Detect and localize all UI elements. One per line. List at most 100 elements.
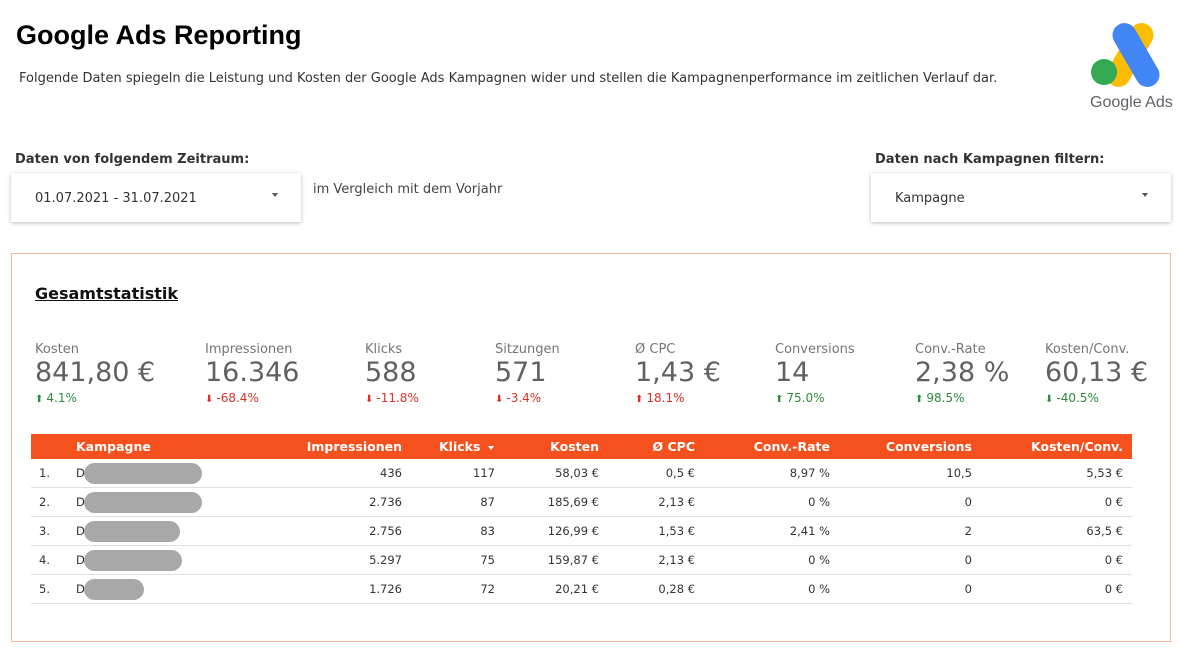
page-title: Google Ads Reporting xyxy=(16,20,302,50)
cell-clicks: 75 xyxy=(480,553,495,567)
cell-conversions: 0 xyxy=(964,495,972,509)
cell-cost: 159,87 € xyxy=(547,553,599,567)
cell-conv-rate: 8,97 % xyxy=(789,466,830,480)
kpi-label: Kosten xyxy=(35,342,79,357)
column-header-clicks[interactable]: Klicks xyxy=(439,434,495,459)
cell-cpc: 1,53 € xyxy=(658,524,695,538)
kpi-conv-rate: Conv.-Rate 2,38 % ⬆ 98.5% xyxy=(915,342,1009,405)
cell-impressions: 2.736 xyxy=(369,495,402,509)
row-index: 5. xyxy=(39,582,50,596)
column-header-conversions[interactable]: Conversions xyxy=(885,439,972,454)
kpi-impressions: Impressionen 16.346 ⬇ -68.4% xyxy=(205,342,299,405)
cell-impressions: 1.726 xyxy=(369,582,402,596)
table-row[interactable]: 2. D 2.736 87 185,69 € 2,13 € 0 % 0 0 € xyxy=(31,488,1132,517)
overall-stats-panel: Gesamtstatistik Kosten 841,80 € ⬆ 4.1% Im… xyxy=(11,253,1171,642)
kpi-delta: ⬇ -40.5% xyxy=(1045,391,1099,405)
cell-cost: 126,99 € xyxy=(547,524,599,538)
row-index: 2. xyxy=(39,495,50,509)
arrow-down-icon: ⬇ xyxy=(1045,394,1054,405)
page-subtitle: Folgende Daten spiegeln die Leistung und… xyxy=(19,71,998,86)
arrow-down-icon: ⬇ xyxy=(205,394,214,405)
campaign-name: D xyxy=(76,524,85,538)
kpi-value: 841,80 € xyxy=(35,357,156,388)
redaction-blur xyxy=(84,550,182,571)
campaign-table: Kampagne Impressionen Klicks Kosten Ø CP… xyxy=(31,434,1132,604)
kpi-delta: ⬆ 75.0% xyxy=(775,391,825,405)
column-header-cost[interactable]: Kosten xyxy=(550,439,599,454)
kpi-value: 2,38 % xyxy=(915,357,1010,388)
kpi-delta: ⬇ -3.4% xyxy=(495,391,542,405)
campaign-name: D xyxy=(76,495,85,509)
kpi-value: 1,43 € xyxy=(635,357,721,388)
kpi-delta: ⬆ 4.1% xyxy=(35,391,77,405)
cell-cpc: 2,13 € xyxy=(658,495,695,509)
cell-conv-rate: 2,41 % xyxy=(789,524,830,538)
cell-impressions: 5.297 xyxy=(369,553,402,567)
kpi-value: 571 xyxy=(495,357,547,388)
cell-conv-rate: 0 % xyxy=(808,495,830,509)
google-ads-logo-text: Google Ads xyxy=(1090,94,1173,111)
column-header-cost-per-conversion[interactable]: Kosten/Conv. xyxy=(1031,439,1123,454)
cell-cost: 185,69 € xyxy=(547,495,599,509)
redaction-blur xyxy=(84,492,202,513)
column-header-conv-rate[interactable]: Conv.-Rate xyxy=(753,439,830,454)
campaign-name: D xyxy=(76,466,85,480)
cell-conversions: 0 xyxy=(964,582,972,596)
arrow-up-icon: ⬆ xyxy=(635,394,644,405)
cell-cost: 58,03 € xyxy=(555,466,599,480)
arrow-down-icon: ⬇ xyxy=(495,394,504,405)
row-index: 1. xyxy=(39,466,50,480)
comparison-text: im Vergleich mit dem Vorjahr xyxy=(313,182,503,197)
table-row[interactable]: 4. D 5.297 75 159,87 € 2,13 € 0 % 0 0 € xyxy=(31,546,1132,575)
kpi-delta: ⬇ -11.8% xyxy=(365,391,419,405)
redaction-blur xyxy=(84,521,180,542)
kpi-label: Conversions xyxy=(775,342,855,357)
panel-title: Gesamtstatistik xyxy=(35,284,179,303)
kpi-value: 16.346 xyxy=(205,357,300,388)
chevron-down-icon xyxy=(1142,193,1148,197)
date-range-dropdown[interactable]: 01.07.2021 - 31.07.2021 xyxy=(11,173,301,222)
column-header-impressions[interactable]: Impressionen xyxy=(306,439,402,454)
table-row[interactable]: 3. D 2.756 83 126,99 € 1,53 € 2,41 % 2 6… xyxy=(31,517,1132,546)
campaign-filter-dropdown[interactable]: Kampagne xyxy=(871,173,1171,222)
cell-conv-rate: 0 % xyxy=(808,553,830,567)
table-row[interactable]: 5. D 1.726 72 20,21 € 0,28 € 0 % 0 0 € xyxy=(31,575,1132,604)
kpi-cpc: Ø CPC 1,43 € ⬆ 18.1% xyxy=(635,342,721,405)
cell-cpc: 0,28 € xyxy=(658,582,695,596)
row-index: 4. xyxy=(39,553,50,567)
cell-cost-per-conversion: 0 € xyxy=(1104,582,1123,596)
cell-cost-per-conversion: 63,5 € xyxy=(1086,524,1123,538)
date-range-label: Daten von folgendem Zeitraum: xyxy=(15,152,250,167)
cell-impressions: 436 xyxy=(380,466,402,480)
date-range-value: 01.07.2021 - 31.07.2021 xyxy=(35,191,197,206)
kpi-label: Klicks xyxy=(365,342,403,357)
arrow-up-icon: ⬆ xyxy=(915,394,924,405)
kpi-clicks: Klicks 588 ⬇ -11.8% xyxy=(365,342,419,405)
cell-cpc: 2,13 € xyxy=(658,553,695,567)
cell-cost-per-conversion: 0 € xyxy=(1104,495,1123,509)
cell-cost-per-conversion: 5,53 € xyxy=(1086,466,1123,480)
kpi-label: Sitzungen xyxy=(495,342,560,357)
kpi-label: Impressionen xyxy=(205,342,293,357)
column-header-campaign[interactable]: Kampagne xyxy=(76,439,151,454)
arrow-up-icon: ⬆ xyxy=(775,394,784,405)
cell-clicks: 87 xyxy=(480,495,495,509)
cell-clicks: 83 xyxy=(480,524,495,538)
table-row[interactable]: 1. D 436 117 58,03 € 0,5 € 8,97 % 10,5 5… xyxy=(31,459,1132,488)
cell-cost: 20,21 € xyxy=(555,582,599,596)
kpi-cost: Kosten 841,80 € ⬆ 4.1% xyxy=(35,342,155,405)
cell-cost-per-conversion: 0 € xyxy=(1104,553,1123,567)
kpi-value: 14 xyxy=(775,357,810,388)
kpi-label: Kosten/Conv. xyxy=(1045,342,1130,357)
campaign-name: D xyxy=(76,582,85,596)
cell-conversions: 2 xyxy=(964,524,972,538)
column-header-cpc[interactable]: Ø CPC xyxy=(652,439,696,454)
campaign-filter-label: Daten nach Kampagnen filtern: xyxy=(875,152,1105,167)
cell-conv-rate: 0 % xyxy=(808,582,830,596)
kpi-label: Ø CPC xyxy=(635,342,676,357)
redaction-blur xyxy=(84,463,202,484)
cell-conversions: 0 xyxy=(964,553,972,567)
kpi-delta: ⬇ -68.4% xyxy=(205,391,259,405)
chevron-down-icon xyxy=(272,193,278,197)
kpi-cost-per-conversion: Kosten/Conv. 60,13 € ⬇ -40.5% xyxy=(1045,342,1148,405)
